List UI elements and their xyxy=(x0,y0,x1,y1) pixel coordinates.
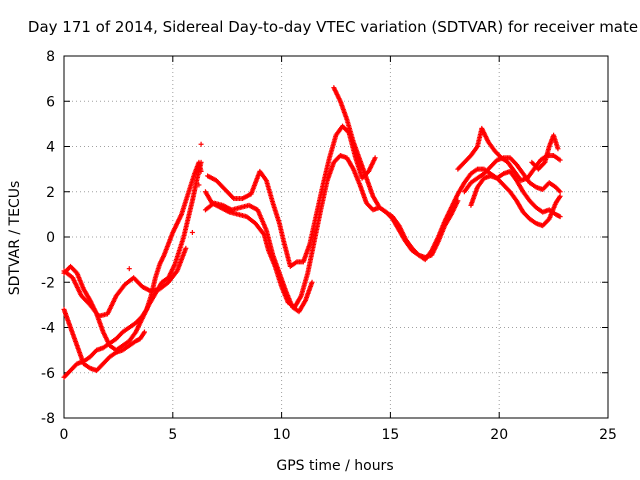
grid xyxy=(64,56,608,418)
y-axis-label: SDTVAR / TECUs xyxy=(7,181,23,296)
chart-title: Day 171 of 2014, Sidereal Day-to-day VTE… xyxy=(28,18,638,36)
y-tick-label: 6 xyxy=(46,94,55,110)
x-tick-label: 20 xyxy=(490,427,508,443)
series-isolated-points xyxy=(126,141,204,272)
x-axis-label: GPS time / hours xyxy=(276,458,393,474)
x-tick-label: 0 xyxy=(60,427,69,443)
series-track-j xyxy=(461,155,563,195)
data-markers xyxy=(61,85,563,380)
series-track-h xyxy=(331,85,461,260)
series-track-a xyxy=(61,159,204,380)
series-track-l xyxy=(529,132,561,172)
series-track-k xyxy=(468,168,563,220)
series-track-d xyxy=(61,245,189,319)
tick-marks xyxy=(63,55,609,419)
y-tick-label: 8 xyxy=(46,49,55,65)
x-tick-label: 5 xyxy=(168,427,177,443)
y-tick-label: 4 xyxy=(46,140,55,156)
y-tick-label: -4 xyxy=(41,321,55,337)
x-tick-label: 15 xyxy=(381,427,399,443)
y-tick-label: -6 xyxy=(41,366,55,382)
y-tick-label: -2 xyxy=(41,275,55,291)
x-tick-label: 10 xyxy=(273,427,291,443)
y-tick-label: -8 xyxy=(41,411,55,427)
y-tick-label: 2 xyxy=(46,185,55,201)
tick-labels: 0 5 10 15 20 25 -8 -6 -4 -2 0 2 4 6 8 xyxy=(41,49,617,443)
x-tick-label: 25 xyxy=(599,427,617,443)
series-track-g xyxy=(202,200,315,315)
series-track-f xyxy=(205,123,378,269)
y-tick-label: 0 xyxy=(46,230,55,246)
series-track-c xyxy=(61,306,148,373)
